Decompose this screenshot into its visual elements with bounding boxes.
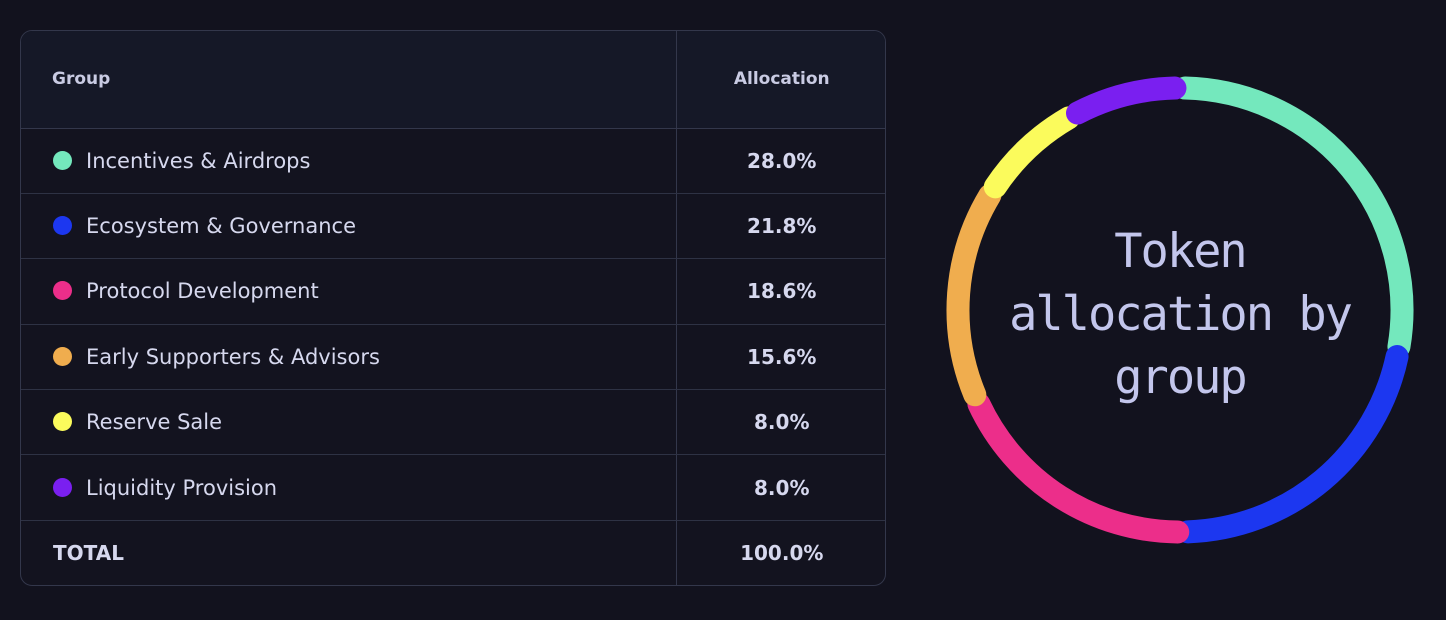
allocation-value: 8.0% [675, 389, 885, 456]
allocation-table-container: Group Allocation Incentives & Airdrops 2… [20, 30, 886, 586]
table-row: Early Supporters & Advisors 15.6% [21, 324, 885, 391]
allocation-value: 15.6% [675, 324, 885, 391]
header-allocation: Allocation [675, 31, 885, 129]
donut-slice-protocol-development [967, 392, 1190, 544]
table-row: Protocol Development 18.6% [21, 258, 885, 325]
group-name: Ecosystem & Governance [86, 214, 356, 239]
table-row: Liquidity Provision 8.0% [21, 454, 885, 521]
legend-dot [53, 477, 72, 497]
legend-dot [53, 150, 72, 170]
legend-dot [53, 281, 72, 301]
table-row: Incentives & Airdrops 28.0% [21, 128, 885, 194]
legend-dot [53, 412, 72, 432]
group-name: Liquidity Provision [86, 475, 278, 500]
group-name: Early Supporters & Advisors [86, 344, 380, 369]
group-name: Protocol Development [86, 279, 319, 304]
legend-dot [53, 216, 72, 236]
group-name: Incentives & Airdrops [86, 148, 311, 173]
donut-slice-reserve-sale [983, 106, 1081, 199]
allocation-table: Group Allocation Incentives & Airdrops 2… [21, 31, 885, 585]
table-header-row: Group Allocation [21, 31, 885, 129]
total-label: TOTAL [53, 541, 124, 566]
total-row: TOTAL 100.0% [21, 520, 885, 585]
donut-slice-early-supporters-and-advisors [946, 183, 1002, 407]
donut-slice-liquidity-provision [1065, 76, 1187, 125]
allocation-value: 18.6% [675, 258, 885, 325]
total-value: 100.0% [675, 520, 885, 585]
table-row: Reserve Sale 8.0% [21, 389, 885, 456]
token-allocation-donut-chart [946, 76, 1414, 544]
header-group: Group [21, 31, 676, 129]
allocation-value: 8.0% [675, 454, 885, 521]
allocation-value: 28.0% [675, 128, 885, 194]
chart-title: Token allocation by group [1009, 224, 1353, 405]
table-row: Ecosystem & Governance 21.8% [21, 193, 885, 260]
legend-dot [53, 346, 72, 366]
donut-slice-ecosystem-and-governance [1176, 345, 1409, 544]
group-name: Reserve Sale [86, 410, 223, 435]
allocation-value: 21.8% [675, 193, 885, 260]
donut-slice-incentives-and-airdrops [1173, 76, 1414, 359]
